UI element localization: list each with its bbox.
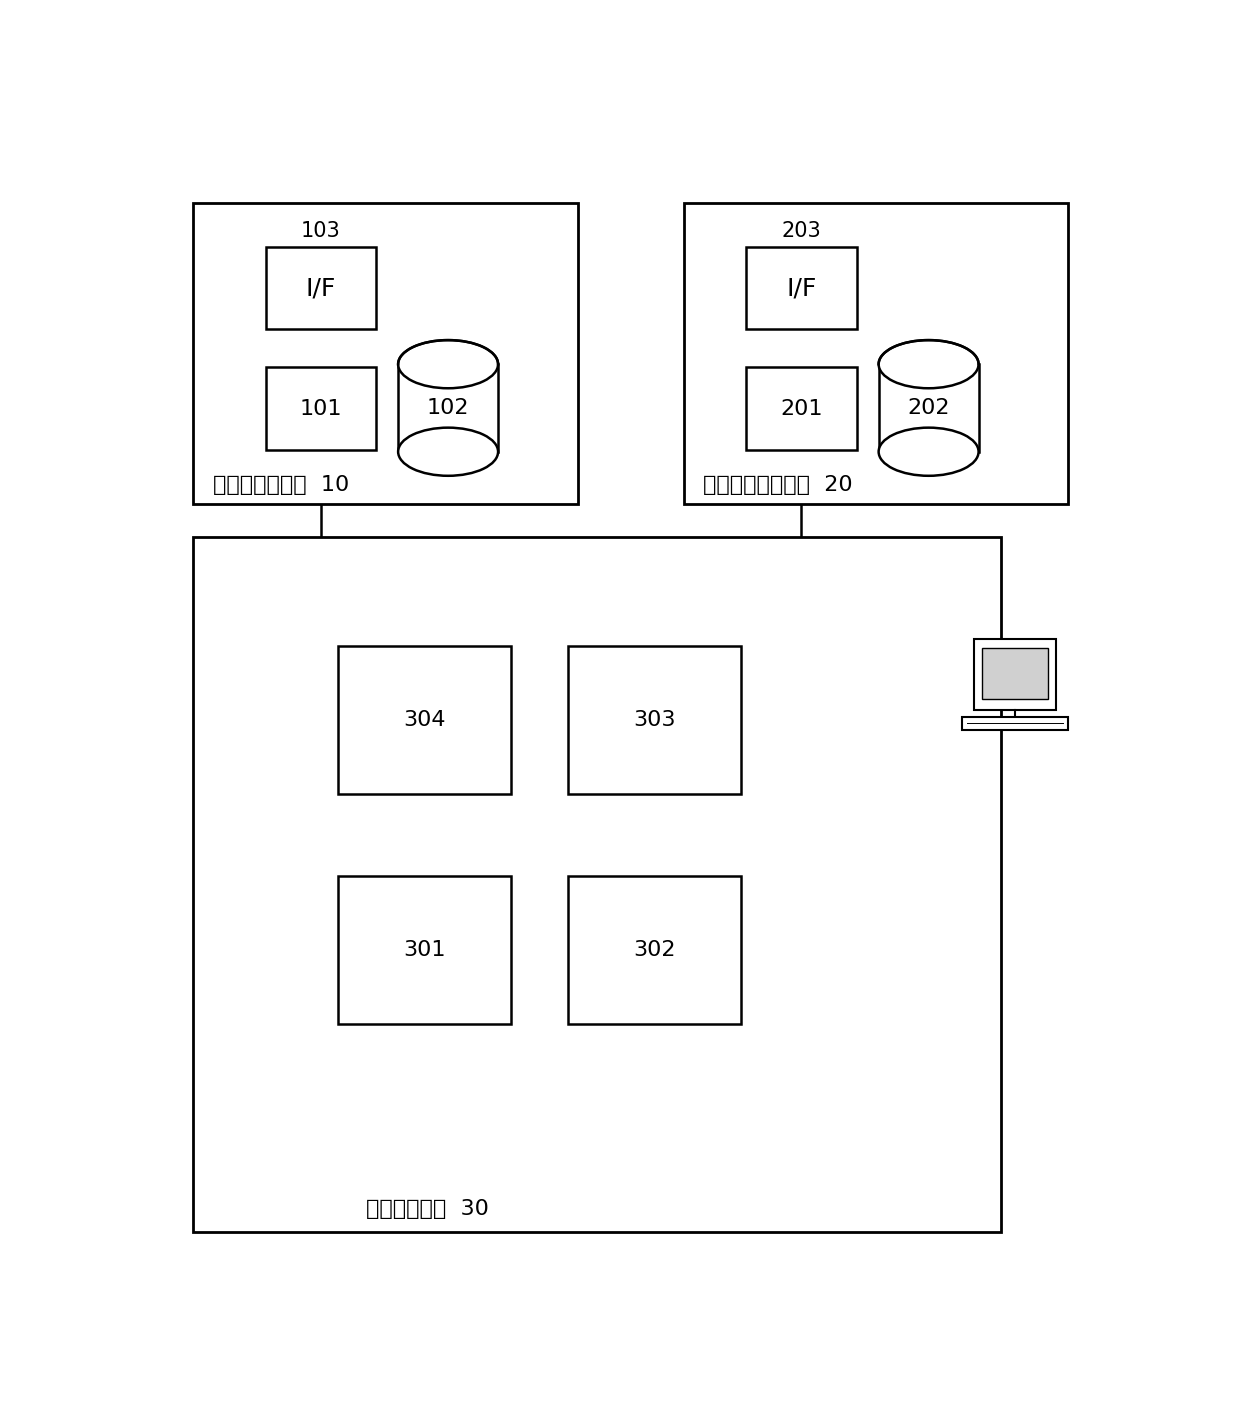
FancyBboxPatch shape [746,247,857,330]
Text: 103: 103 [301,220,341,240]
Text: I/F: I/F [786,276,816,300]
FancyBboxPatch shape [337,647,511,794]
FancyBboxPatch shape [193,203,578,504]
Text: 203: 203 [781,220,821,240]
Text: 101: 101 [300,398,342,419]
FancyBboxPatch shape [568,877,742,1025]
FancyBboxPatch shape [982,648,1048,699]
FancyBboxPatch shape [879,364,978,452]
Text: 202: 202 [908,398,950,418]
Ellipse shape [879,428,978,476]
Text: 303: 303 [634,710,676,730]
Text: 交易捣合装置  30: 交易捣合装置 30 [367,1199,490,1219]
Ellipse shape [398,428,498,476]
Text: 供应商管理装置  10: 供应商管理装置 10 [213,476,348,496]
Text: 201: 201 [780,398,822,419]
Text: I/F: I/F [305,276,336,300]
FancyBboxPatch shape [337,877,511,1025]
FancyBboxPatch shape [683,203,1068,504]
FancyBboxPatch shape [265,247,376,330]
Text: 102: 102 [427,398,470,418]
Ellipse shape [879,340,978,388]
Text: 团购成员管理装置  20: 团购成员管理装置 20 [703,476,852,496]
Text: 301: 301 [403,941,445,961]
FancyBboxPatch shape [398,364,498,452]
FancyBboxPatch shape [975,639,1056,710]
FancyBboxPatch shape [568,647,742,794]
FancyBboxPatch shape [962,716,1068,729]
FancyBboxPatch shape [746,368,857,449]
Text: 302: 302 [634,941,676,961]
FancyBboxPatch shape [265,368,376,449]
FancyBboxPatch shape [193,537,1001,1232]
Ellipse shape [398,340,498,388]
Text: 304: 304 [403,710,445,730]
